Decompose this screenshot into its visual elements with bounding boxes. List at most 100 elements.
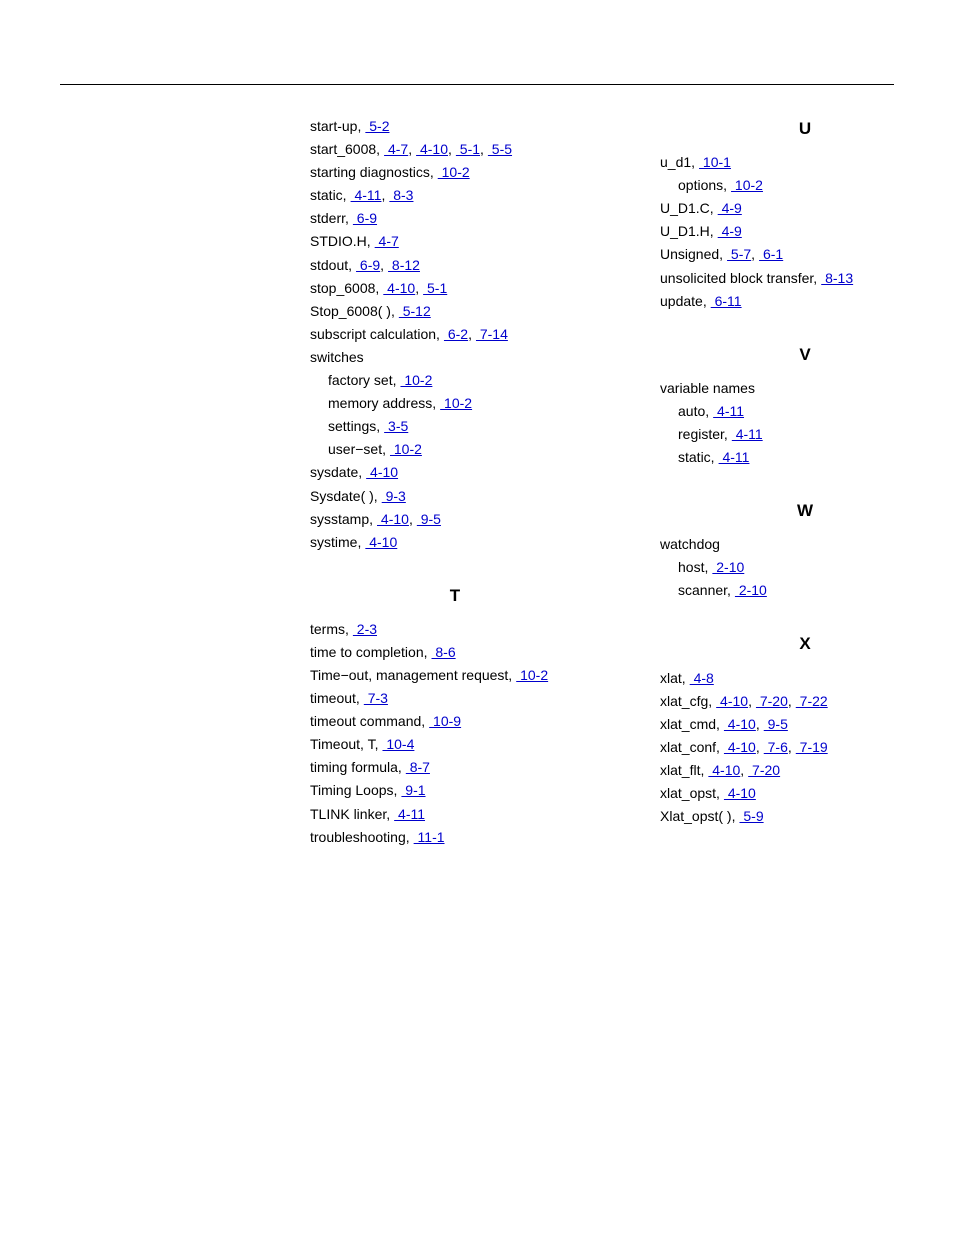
page-link[interactable]: 4-11 — [709, 403, 744, 419]
index-term: start-up, — [310, 118, 361, 134]
page-link[interactable]: 4-10 — [379, 280, 415, 296]
page-link[interactable]: 10-4 — [378, 736, 414, 752]
page-link[interactable]: 4-10 — [362, 464, 398, 480]
index-entry: user−set, 10-2 — [310, 438, 600, 461]
index-term: stdout, — [310, 257, 352, 273]
page-link[interactable]: 4-10 — [720, 716, 756, 732]
page-link[interactable]: 5-5 — [484, 141, 512, 157]
entries-w: watchdoghost, 2-10 scanner, 2-10 — [660, 533, 950, 602]
page-link[interactable]: 9-1 — [397, 782, 425, 798]
page-link[interactable]: 2-10 — [731, 582, 767, 598]
index-term: user−set, — [328, 441, 386, 457]
index-term: stderr, — [310, 210, 349, 226]
page-link[interactable]: 4-11 — [390, 806, 425, 822]
index-entry: settings, 3-5 — [310, 415, 600, 438]
page-link[interactable]: 6-2 — [440, 326, 468, 342]
index-entry: xlat_flt, 4-10, 7-20 — [660, 759, 950, 782]
page-link[interactable]: 4-10 — [361, 534, 397, 550]
page-link[interactable]: 4-10 — [720, 739, 756, 755]
page-link[interactable]: 7-22 — [792, 693, 828, 709]
index-entry: xlat, 4-8 — [660, 667, 950, 690]
page-link[interactable]: 4-10 — [373, 511, 409, 527]
page-link[interactable]: 2-3 — [349, 621, 377, 637]
index-entry: host, 2-10 — [660, 556, 950, 579]
section-head-w: W — [660, 497, 950, 525]
index-entry: watchdog — [660, 533, 950, 556]
page-link[interactable]: 10-2 — [386, 441, 422, 457]
page-link[interactable]: 10-2 — [512, 667, 548, 683]
index-term: xlat_cfg, — [660, 693, 712, 709]
page-link[interactable]: 3-5 — [380, 418, 408, 434]
page-link[interactable]: 11-1 — [410, 829, 445, 845]
page-link[interactable]: 7-3 — [360, 690, 388, 706]
page-link[interactable]: 4-10 — [720, 785, 756, 801]
page-link[interactable]: 4-8 — [686, 670, 714, 686]
page-link[interactable]: 4-11 — [728, 426, 763, 442]
index-entry: xlat_cmd, 4-10, 9-5 — [660, 713, 950, 736]
page-link[interactable]: 7-19 — [792, 739, 828, 755]
page-link[interactable]: 4-10 — [712, 693, 748, 709]
index-entry: Unsigned, 5-7, 6-1 — [660, 243, 950, 266]
page-link[interactable]: 7-20 — [752, 693, 788, 709]
page-link[interactable]: 10-9 — [425, 713, 461, 729]
index-entry: timeout command, 10-9 — [310, 710, 600, 733]
page-link[interactable]: 4-10 — [412, 141, 448, 157]
index-entry: stop_6008, 4-10, 5-1 — [310, 277, 600, 300]
page-link[interactable]: 5-2 — [361, 118, 389, 134]
page-link[interactable]: 8-6 — [428, 644, 456, 660]
page-link[interactable]: 6-11 — [707, 293, 742, 309]
page-link[interactable]: 5-1 — [452, 141, 480, 157]
page-link[interactable]: 4-9 — [714, 223, 742, 239]
page-link[interactable]: 10-2 — [434, 164, 470, 180]
page-link[interactable]: 9-3 — [378, 488, 406, 504]
page-link[interactable]: 4-7 — [371, 233, 399, 249]
page-link[interactable]: 7-14 — [472, 326, 508, 342]
page-link[interactable]: 10-1 — [695, 154, 731, 170]
page-link[interactable]: 7-6 — [760, 739, 788, 755]
index-term: auto, — [678, 403, 709, 419]
index-term: register, — [678, 426, 728, 442]
page-link[interactable]: 8-7 — [402, 759, 430, 775]
page-link[interactable]: 10-2 — [436, 395, 472, 411]
page-link[interactable]: 7-20 — [744, 762, 780, 778]
index-entry: terms, 2-3 — [310, 618, 600, 641]
page-link[interactable]: 2-10 — [708, 559, 744, 575]
index-term: scanner, — [678, 582, 731, 598]
page-link[interactable]: 9-5 — [413, 511, 441, 527]
page-link[interactable]: 8-3 — [385, 187, 413, 203]
index-entry: Timeout, T, 10-4 — [310, 733, 600, 756]
index-entry: subscript calculation, 6-2, 7-14 — [310, 323, 600, 346]
index-entry: Time−out, management request, 10-2 — [310, 664, 600, 687]
page-link[interactable]: 4-9 — [714, 200, 742, 216]
page-link[interactable]: 8-13 — [817, 270, 853, 286]
index-entry: start_6008, 4-7, 4-10, 5-1, 5-5 — [310, 138, 600, 161]
page-link[interactable]: 6-9 — [352, 257, 380, 273]
page-link[interactable]: 5-9 — [735, 808, 763, 824]
index-entry: register, 4-11 — [660, 423, 950, 446]
index-entry: update, 6-11 — [660, 290, 950, 313]
page-link[interactable]: 9-5 — [760, 716, 788, 732]
index-term: timing formula, — [310, 759, 402, 775]
index-entry: Xlat_opst( ), 5-9 — [660, 805, 950, 828]
index-term: switches — [310, 349, 364, 365]
page-link[interactable]: 10-2 — [396, 372, 432, 388]
page-link[interactable]: 5-1 — [419, 280, 447, 296]
index-entry: xlat_conf, 4-10, 7-6, 7-19 — [660, 736, 950, 759]
page-link[interactable]: 8-12 — [384, 257, 420, 273]
index-term: unsolicited block transfer, — [660, 270, 817, 286]
index-entry: STDIO.H, 4-7 — [310, 230, 600, 253]
index-entry: memory address, 10-2 — [310, 392, 600, 415]
page-link[interactable]: 6-1 — [755, 246, 783, 262]
page-link[interactable]: 4-11 — [715, 449, 750, 465]
index-term: start_6008, — [310, 141, 380, 157]
page-link[interactable]: 4-7 — [380, 141, 408, 157]
page-link[interactable]: 6-9 — [349, 210, 377, 226]
entries-x: xlat, 4-8xlat_cfg, 4-10, 7-20, 7-22xlat_… — [660, 667, 950, 829]
section-head-u: U — [660, 115, 950, 143]
page-link[interactable]: 4-10 — [704, 762, 740, 778]
page-link[interactable]: 10-2 — [727, 177, 763, 193]
page-link[interactable]: 5-7 — [723, 246, 751, 262]
page-link[interactable]: 5-12 — [395, 303, 431, 319]
index-term: time to completion, — [310, 644, 428, 660]
page-link[interactable]: 4-11 — [347, 187, 382, 203]
